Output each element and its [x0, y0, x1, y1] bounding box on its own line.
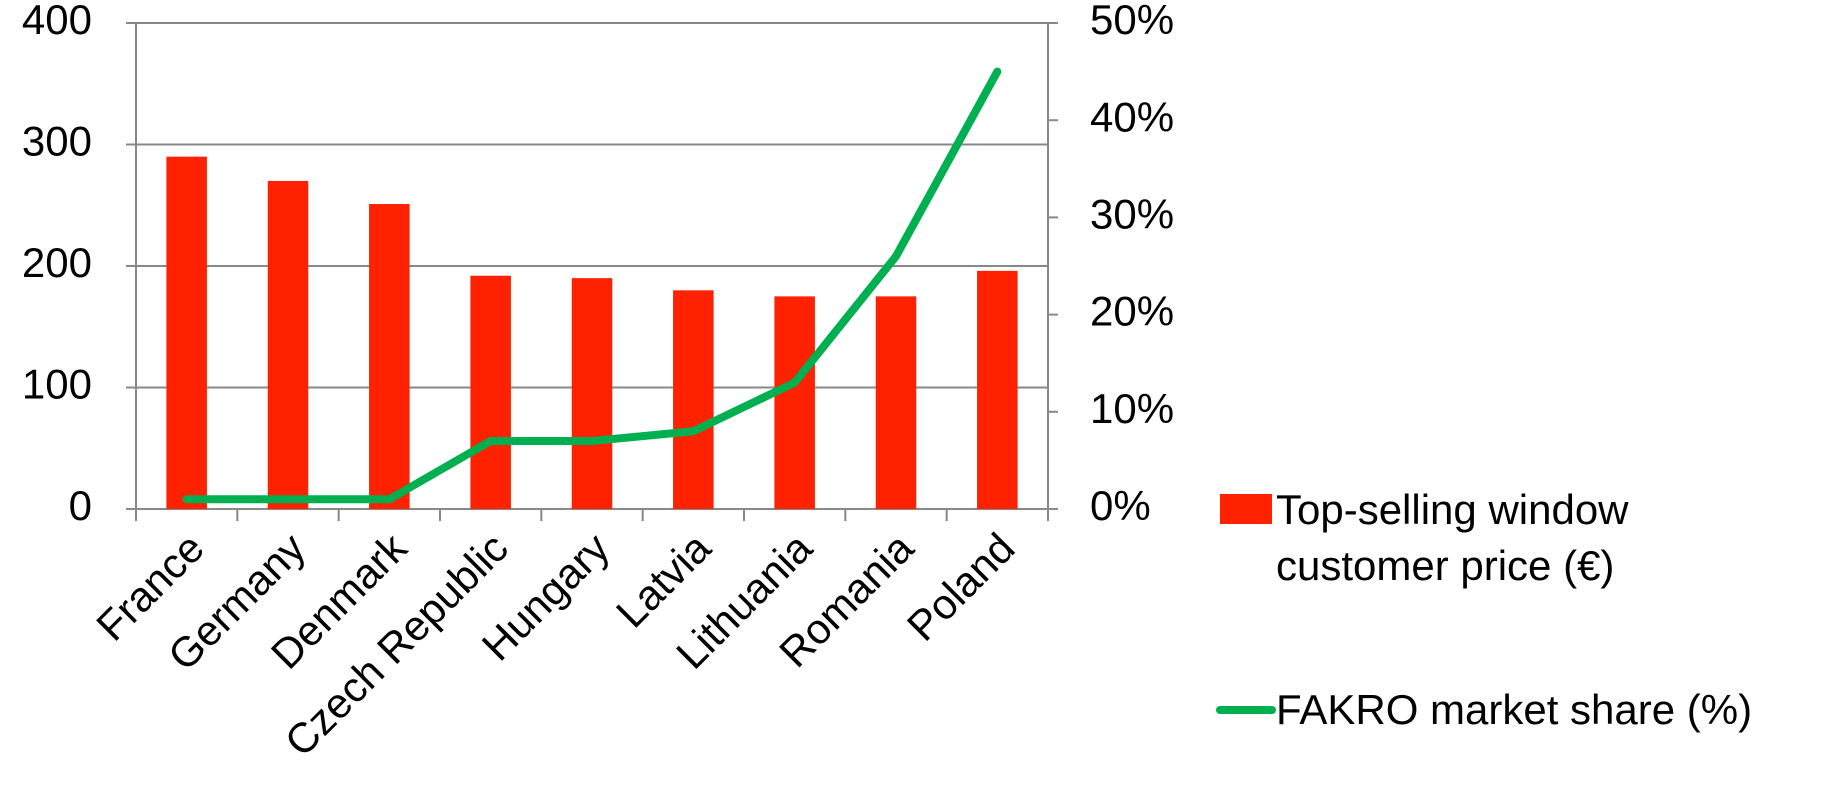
bar	[774, 296, 815, 509]
y2-tick-label: 10%	[1090, 385, 1174, 432]
legend-swatch	[1220, 494, 1272, 524]
bar	[977, 270, 1018, 509]
y-tick-label: 300	[22, 118, 92, 165]
bar	[267, 180, 309, 509]
bar	[470, 275, 511, 509]
bar	[571, 278, 613, 509]
bar	[166, 156, 207, 509]
y2-tick-label: 50%	[1090, 0, 1174, 43]
y-tick-label: 400	[22, 0, 92, 43]
x-tick-label: Poland	[898, 524, 1024, 650]
bar	[875, 296, 917, 509]
y2-tick-label: 20%	[1090, 288, 1174, 335]
legend-label: Top-selling window customer price (€)	[1276, 486, 1629, 589]
y-tick-label: 200	[22, 239, 92, 286]
bar	[369, 204, 410, 509]
y2-tick-label: 0%	[1090, 482, 1151, 529]
y-tick-label: 0	[69, 482, 92, 529]
line	[182, 67, 1002, 504]
y2-tick-label: 30%	[1090, 190, 1174, 237]
y2-tick-label: 40%	[1090, 93, 1174, 140]
y-tick-label: 100	[22, 361, 92, 408]
legend-label: FAKRO market share (%)	[1276, 686, 1753, 733]
bar	[673, 290, 714, 509]
